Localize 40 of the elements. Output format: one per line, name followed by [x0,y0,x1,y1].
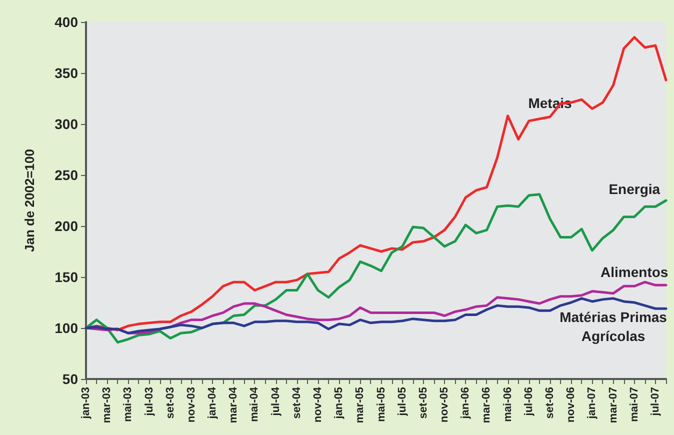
x-tick-label: mai-07 [628,387,640,422]
x-tick-label: jan-04 [206,386,219,420]
y-tick-label: 100 [54,320,78,336]
x-tick-label: mai-06 [502,387,514,422]
x-tick-label: jan-05 [333,387,346,420]
x-tick-label: jul-06 [522,387,535,417]
x-tick-label: jan-03 [80,387,92,420]
x-tick-label: mar-03 [101,387,114,424]
x-tick-label: jul-07 [649,387,662,417]
series-label: Matérias Primas Agrícolas [560,308,668,344]
x-tick-label: mar-05 [354,387,366,424]
x-tick-label: set-04 [290,386,303,419]
x-tick-label: nov-03 [185,387,198,422]
y-tick-label: 200 [54,218,78,234]
x-tick-label: nov-06 [565,387,578,422]
x-tick-label: mar-06 [480,387,493,424]
x-tick-label: jul-03 [143,387,156,417]
y-tick-label: 300 [54,116,78,132]
series-label: Alimentos [600,264,668,280]
y-tick-label: 50 [62,371,78,387]
y-axis-title: Jan de 2002=100 [22,149,37,252]
x-tick-label: mai-04 [248,386,261,422]
y-tick-label: 150 [54,269,78,285]
x-tick-label: nov-05 [438,387,451,422]
x-tick-label: jan-06 [460,387,472,420]
y-tick-label: 400 [54,14,78,30]
x-tick-label: set-06 [544,387,556,419]
x-tick-label: mai-05 [375,387,388,422]
x-tick-label: set-05 [417,387,430,419]
x-tick-label: mai-03 [122,387,134,422]
x-tick-label: set-03 [164,387,176,419]
x-tick-label: jul-05 [396,387,408,417]
y-tick-label: 250 [54,167,78,183]
x-tick-label: jul-04 [270,386,282,417]
x-tick-label: nov-04 [312,386,324,422]
y-tick-label: 350 [54,65,78,81]
x-tick-label: mar-04 [228,386,240,424]
x-tick-label: jan-07 [586,387,598,420]
series-label: Energia [608,180,660,197]
x-tick-label: mar-07 [607,387,620,424]
